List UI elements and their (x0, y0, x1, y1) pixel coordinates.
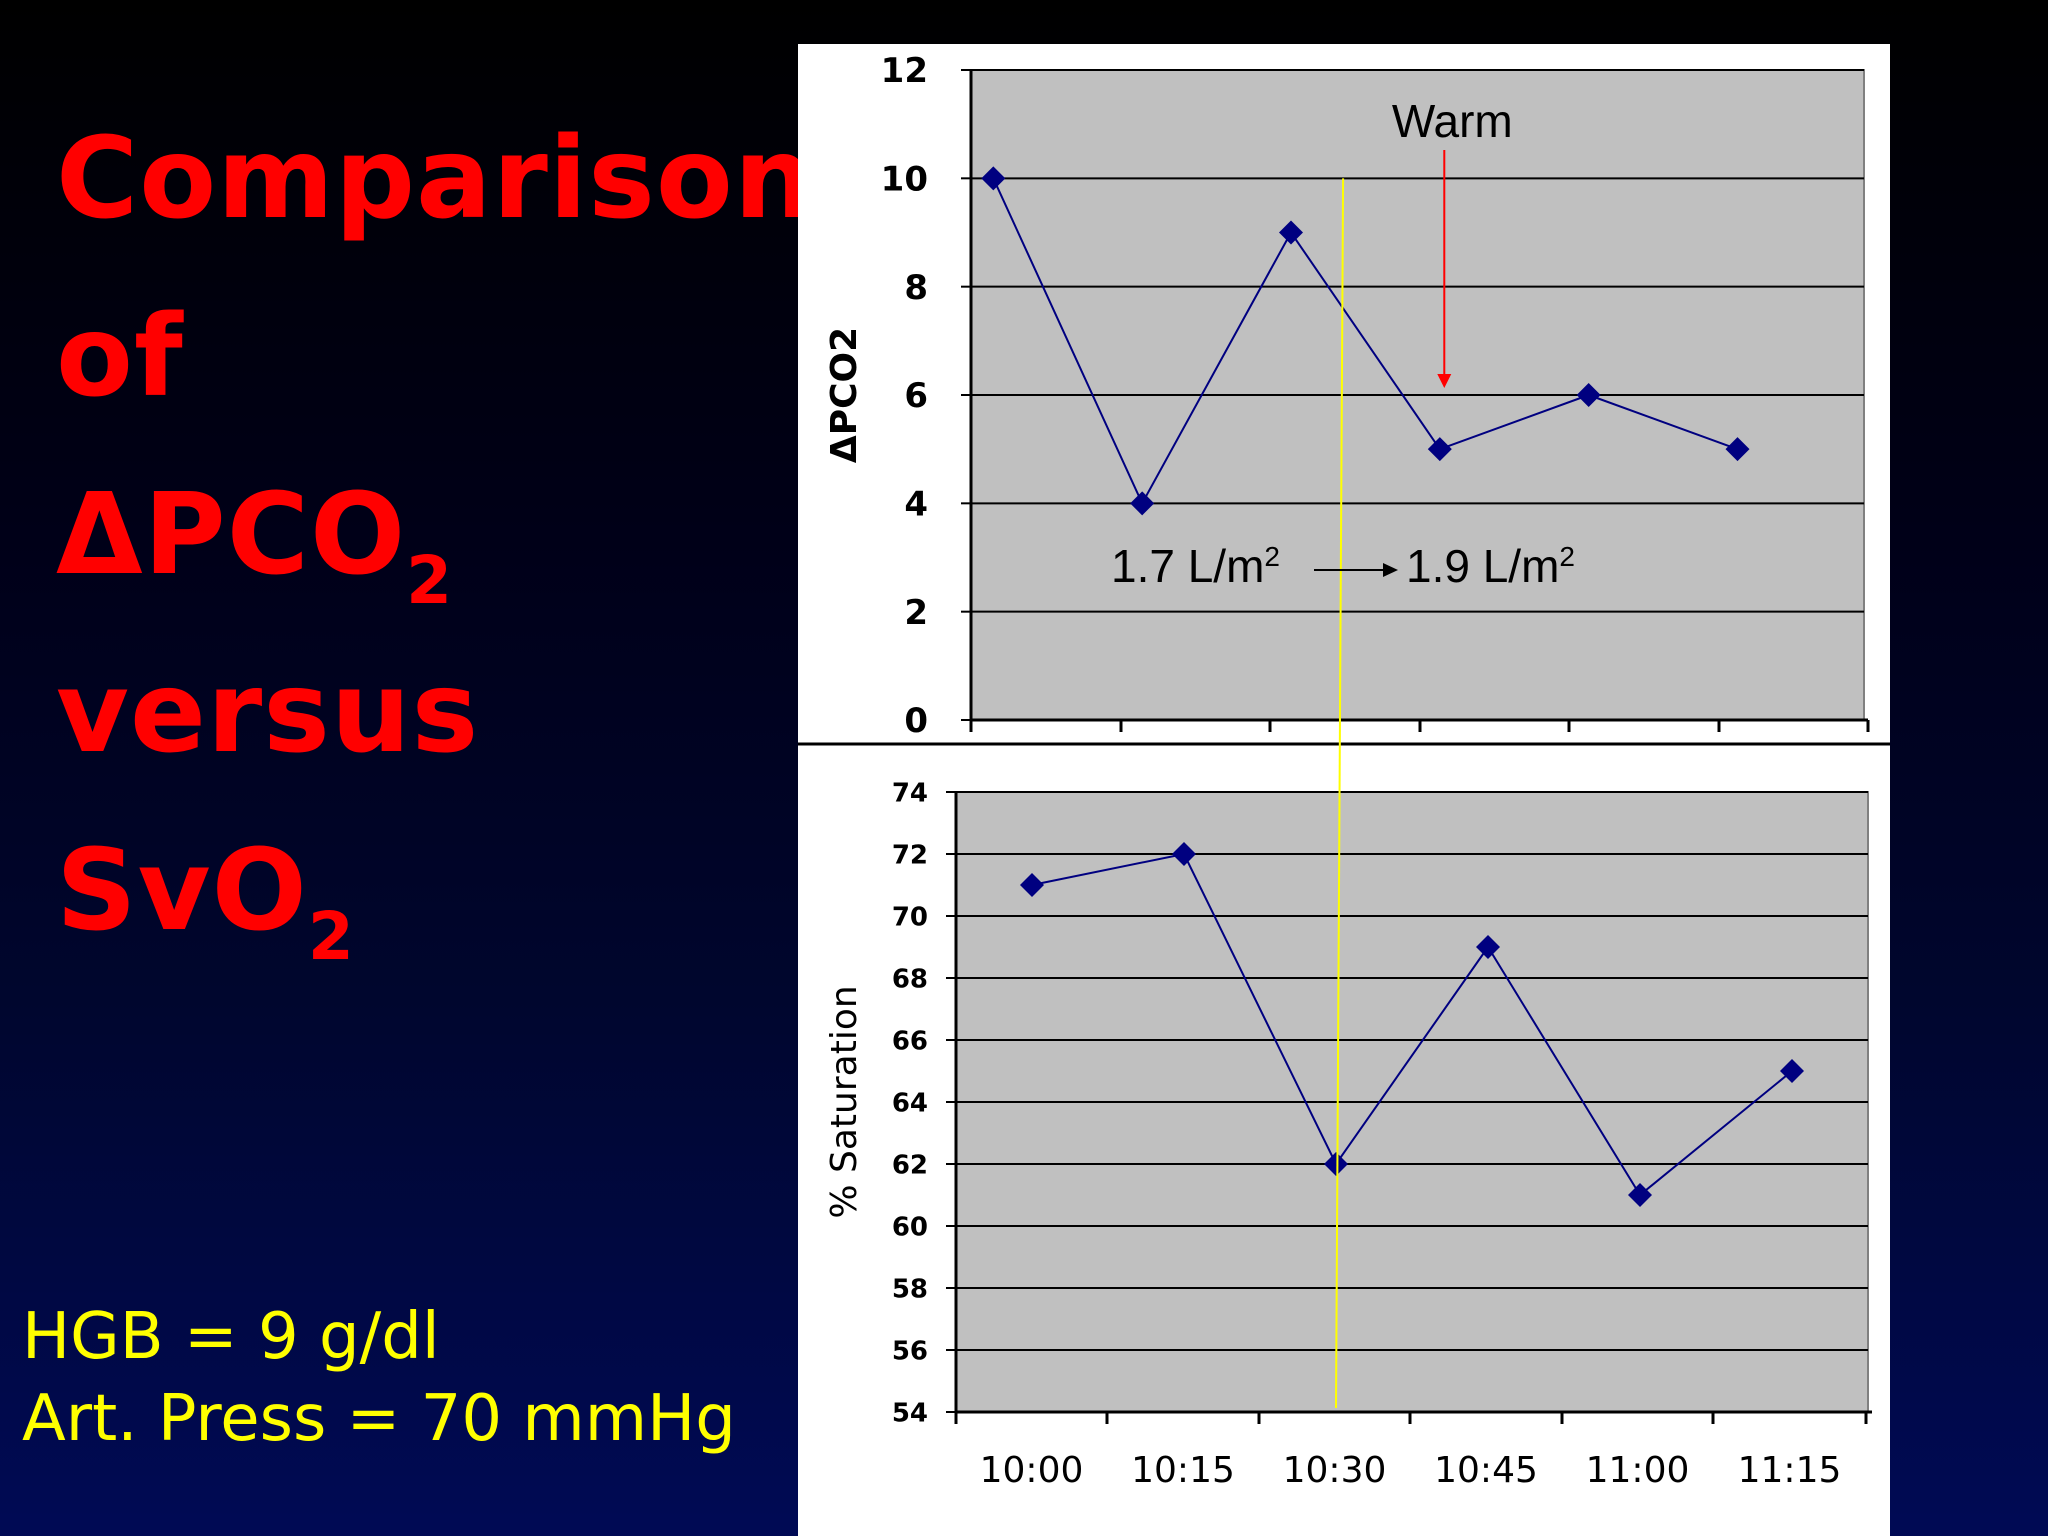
y-tick-label: 64 (892, 1088, 928, 1118)
y-tick-label: 66 (892, 1026, 928, 1056)
series-line (1031, 852, 1793, 1197)
x-tick-label: 11:00 (1586, 1450, 1690, 1491)
y-tick-label: 8 (904, 268, 928, 308)
title-line-2: of (56, 292, 184, 422)
data-point (1172, 842, 1196, 866)
cardiac-index-after-value: 1.9 L/m (1406, 540, 1559, 592)
y-tick-label: 58 (892, 1274, 928, 1304)
series-line (992, 177, 1738, 506)
y-axis-label: % Saturation (824, 985, 865, 1218)
x-tick-label: 10:00 (980, 1450, 1084, 1491)
x-tick-label: 10:45 (1434, 1450, 1538, 1491)
note-hgb: HGB = 9 g/dl (22, 1300, 440, 1374)
y-axis-label: ΔPCO2 (824, 327, 865, 463)
data-point (1130, 491, 1155, 516)
y-tick-label: 2 (904, 593, 928, 633)
cardiac-index-before-value: 1.7 L/m (1111, 540, 1264, 592)
data-point (1324, 1152, 1348, 1176)
y-tick-label: 60 (892, 1212, 928, 1242)
y-tick-label: 0 (904, 701, 928, 741)
y-tick-label: 54 (892, 1398, 928, 1428)
y-tick-label: 6 (904, 376, 928, 416)
data-point (1476, 935, 1500, 959)
data-point (981, 166, 1006, 191)
cardiac-index-arrow-head (1383, 563, 1398, 577)
y-tick-label: 70 (892, 902, 928, 932)
data-point (1628, 1183, 1652, 1207)
y-tick-label: 10 (881, 160, 928, 200)
title-line-1: Comparison (56, 114, 815, 244)
cardiac-index-after-sup: 2 (1559, 541, 1575, 572)
y-tick-label: 74 (892, 778, 928, 808)
x-tick-label: 10:15 (1131, 1450, 1235, 1491)
intervention-marker-line (1335, 178, 1345, 1409)
y-tick-label: 56 (892, 1336, 928, 1366)
warm-label: Warm (1392, 95, 1513, 147)
data-point (1427, 437, 1452, 462)
x-tick-label: 11:15 (1738, 1450, 1842, 1491)
cardiac-index-after: 1.9 L/m2 (1406, 540, 1575, 592)
data-point (1020, 873, 1044, 897)
data-point (1278, 220, 1303, 245)
data-point (1576, 383, 1601, 407)
title-line-4: versus (56, 648, 480, 778)
y-tick-label: 4 (904, 485, 928, 525)
y-tick-label: 72 (892, 840, 928, 870)
x-tick-label: 10:30 (1283, 1450, 1387, 1491)
slide-title: Comparison of ΔPCO2 versus SvO2 (56, 90, 815, 980)
cardiac-index-before-sup: 2 (1264, 541, 1280, 572)
y-tick-label: 62 (892, 1150, 928, 1180)
title-line-3: ΔPCO2 (56, 470, 454, 619)
chart-panel: 0 2 4 6 8 10 12 ΔPCO2 54 56 58 60 62 64 66 68 70 72 74% Sa… (798, 44, 1890, 1536)
y-tick-label: 12 (881, 51, 928, 91)
data-point (1780, 1059, 1804, 1083)
note-art-press: Art. Press = 70 mmHg (22, 1382, 736, 1456)
cardiac-index-before: 1.7 L/m2 (1111, 540, 1280, 592)
title-line-5: SvO2 (56, 826, 355, 975)
patient-notes: HGB = 9 g/dl Art. Press = 70 mmHg (22, 1296, 736, 1460)
data-point (1725, 437, 1750, 462)
y-tick-label: 68 (892, 964, 928, 994)
warm-arrow-head (1437, 374, 1452, 388)
